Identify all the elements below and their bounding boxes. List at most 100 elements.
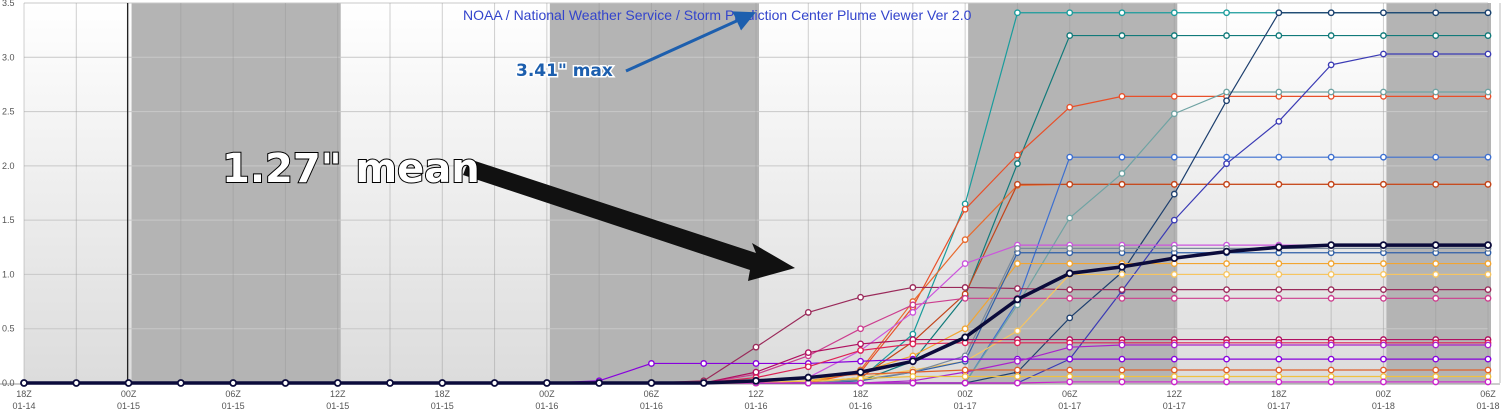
max-arrow xyxy=(625,11,756,73)
member-10-point-28 xyxy=(1484,294,1492,302)
member-0-point-22 xyxy=(1170,9,1178,17)
member-21-point-26 xyxy=(1380,373,1387,380)
member-3-point-18 xyxy=(961,236,969,244)
member-9-point-15 xyxy=(804,309,812,316)
member-9-point-28 xyxy=(1484,286,1492,294)
member-12-point-25 xyxy=(1327,260,1335,267)
member-12-point-28 xyxy=(1484,260,1492,267)
member-1-point-23 xyxy=(1223,32,1230,39)
night-band-3 xyxy=(1386,3,1491,383)
member-16-point-20 xyxy=(1066,355,1074,363)
member-6-point-23 xyxy=(1223,88,1230,96)
member-9-point-26 xyxy=(1380,286,1387,294)
member-4-point-19 xyxy=(1014,180,1021,188)
member-10-point-16 xyxy=(857,325,864,333)
member-21-point-22 xyxy=(1170,373,1178,380)
member-5-point-28 xyxy=(1484,153,1492,161)
y-tick-label-4: 2.0 xyxy=(2,161,15,171)
member-21-point-28 xyxy=(1484,373,1492,380)
member-18-point-17 xyxy=(909,340,917,348)
member-7-point-24 xyxy=(1275,117,1283,125)
member-13-point-19 xyxy=(1014,327,1021,335)
member-20-point-21 xyxy=(1118,366,1126,374)
mean-point-1 xyxy=(72,379,81,387)
mean-point-6 xyxy=(333,379,342,387)
member-20-point-25 xyxy=(1327,366,1335,374)
x-tick-date-3: 01-15 xyxy=(326,401,349,411)
member-8-point-26 xyxy=(1380,9,1387,17)
x-tick-date-1: 01-15 xyxy=(117,401,140,411)
x-tick-label-1: 00Z xyxy=(121,389,137,399)
member-1-point-20 xyxy=(1066,32,1074,39)
member-6-point-22 xyxy=(1170,110,1178,118)
member-19-point-19 xyxy=(1014,357,1021,365)
member-1-point-26 xyxy=(1380,32,1387,39)
x-tick-date-0: 01-14 xyxy=(12,401,35,411)
member-19-point-27 xyxy=(1432,341,1440,349)
member-10-point-22 xyxy=(1170,294,1178,302)
y-tick-label-7: 3.5 xyxy=(2,0,15,8)
member-11-point-18 xyxy=(961,260,969,267)
member-21-point-23 xyxy=(1223,373,1230,380)
member-10-point-21 xyxy=(1118,294,1126,302)
mean-point-24 xyxy=(1274,243,1283,252)
y-tick-label-2: 1.0 xyxy=(2,269,15,279)
member-8-point-23 xyxy=(1223,97,1230,105)
y-tick-label-3: 1.5 xyxy=(2,215,15,225)
mean-point-3 xyxy=(176,379,185,387)
member-7-point-27 xyxy=(1432,50,1440,58)
member-1-point-25 xyxy=(1327,32,1335,39)
member-21-point-19 xyxy=(1014,373,1021,380)
mean-point-9 xyxy=(490,379,499,387)
member-16-point-12 xyxy=(648,360,655,367)
member-19-point-21 xyxy=(1118,341,1126,349)
member-16-point-27 xyxy=(1432,355,1440,363)
member-5-point-22 xyxy=(1170,153,1178,161)
x-tick-date-2: 01-15 xyxy=(222,401,245,411)
mean-series-layer xyxy=(20,241,1492,387)
member-18-point-19 xyxy=(1014,339,1021,347)
member-20-point-23 xyxy=(1223,366,1230,374)
night-band-2 xyxy=(968,3,1178,383)
member-11-point-17 xyxy=(909,309,917,316)
member-16-point-14 xyxy=(752,360,760,367)
member-20-point-22 xyxy=(1170,366,1178,374)
member-20-point-24 xyxy=(1275,366,1283,374)
mean-point-16 xyxy=(856,368,865,377)
member-12-point-27 xyxy=(1432,260,1440,267)
member-22-point-24 xyxy=(1275,378,1283,386)
member-4-point-24 xyxy=(1275,180,1283,188)
member-6-point-26 xyxy=(1380,88,1387,96)
x-tick-date-11: 01-17 xyxy=(1163,401,1186,411)
member-10-point-23 xyxy=(1223,294,1230,302)
member-4-point-25 xyxy=(1327,180,1335,188)
member-5-point-21 xyxy=(1118,153,1126,161)
member-22-point-26 xyxy=(1380,378,1387,386)
x-tick-date-5: 01-16 xyxy=(535,401,558,411)
member-21-point-24 xyxy=(1275,373,1283,380)
mean-point-18 xyxy=(961,333,970,342)
grid-lines xyxy=(0,2,1501,385)
member-17-point-15 xyxy=(804,349,812,356)
member-7-point-25 xyxy=(1327,61,1335,69)
member-1-point-22 xyxy=(1170,32,1178,39)
member-0-point-21 xyxy=(1118,9,1126,17)
x-tick-label-10: 06Z xyxy=(1062,389,1078,399)
member-1-point-19 xyxy=(1014,160,1021,168)
member-15-point-21 xyxy=(1118,244,1126,252)
member-16-point-23 xyxy=(1223,355,1230,363)
member-5-point-27 xyxy=(1432,153,1440,161)
member-4-point-28 xyxy=(1484,180,1492,188)
member-5-point-20 xyxy=(1066,153,1074,161)
member-13-point-26 xyxy=(1380,271,1387,278)
x-tick-label-6: 06Z xyxy=(644,389,660,399)
member-8-point-28 xyxy=(1484,9,1492,17)
y-tick-label-5: 2.5 xyxy=(2,107,15,117)
member-9-point-24 xyxy=(1275,286,1283,294)
member-22-point-21 xyxy=(1118,378,1126,386)
member-4-point-26 xyxy=(1380,180,1387,188)
member-9-point-23 xyxy=(1223,286,1230,294)
x-tick-label-5: 00Z xyxy=(539,389,555,399)
